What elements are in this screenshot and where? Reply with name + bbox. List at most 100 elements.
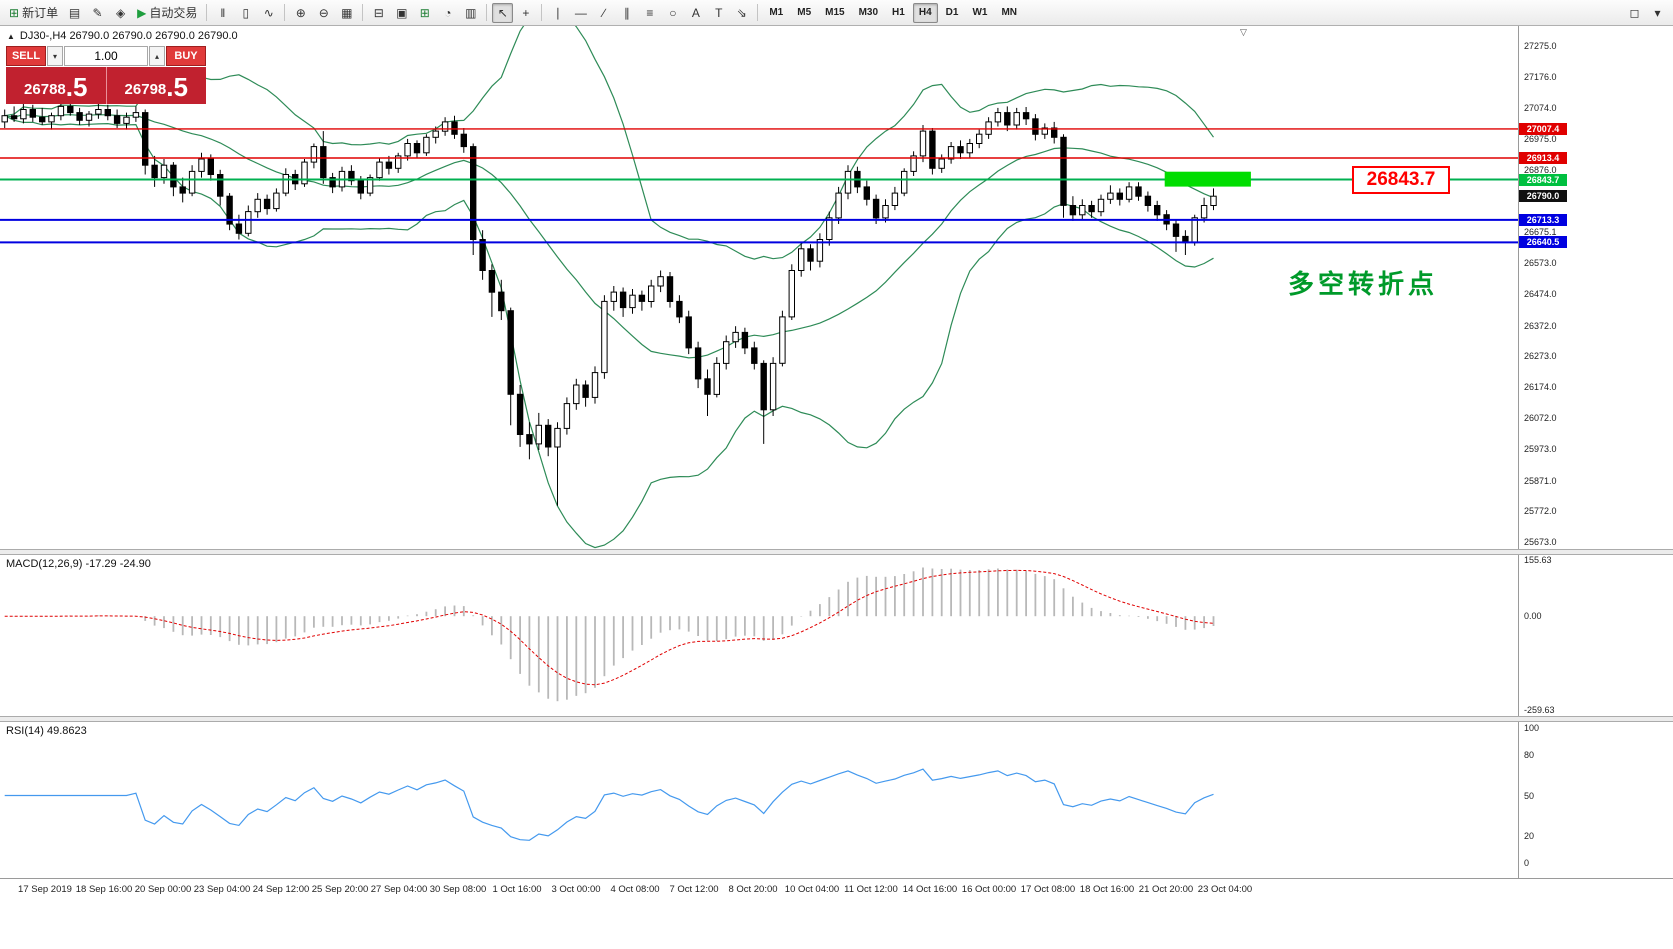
buy-price-frac: .5 bbox=[166, 72, 188, 102]
crosshair-button[interactable]: + bbox=[515, 3, 536, 23]
macd-tick-label: 155.63 bbox=[1524, 555, 1552, 565]
metaeditor-icon: ✎ bbox=[92, 5, 103, 20]
volume-increase-button[interactable]: ▴ bbox=[149, 46, 165, 66]
indicators-button[interactable]: ▦ bbox=[336, 3, 357, 23]
panel-divider[interactable] bbox=[0, 716, 1673, 722]
rsi-axis-border bbox=[1518, 722, 1519, 878]
time-axis-label: 30 Sep 08:00 bbox=[429, 884, 487, 895]
footer-spacer bbox=[0, 900, 1673, 949]
text-label-icon: T bbox=[715, 5, 723, 20]
cascade-windows-button[interactable]: ▣ bbox=[391, 3, 412, 23]
tf-h1-button[interactable]: H1 bbox=[892, 7, 905, 18]
volume-input[interactable] bbox=[64, 46, 148, 66]
rsi-tick-label: 50 bbox=[1524, 791, 1535, 801]
tf-m30-button[interactable]: M30 bbox=[858, 7, 879, 18]
price-badge: 26843.7 bbox=[1519, 174, 1567, 186]
fibonacci-button[interactable]: ≡ bbox=[639, 3, 660, 23]
tf-m1-button[interactable]: M1 bbox=[769, 7, 784, 18]
cursor-button[interactable]: ↖ bbox=[492, 2, 514, 23]
price-badge: 26713.3 bbox=[1519, 214, 1567, 226]
panel-toggle-icon: ▾ bbox=[1654, 5, 1661, 20]
chart-search-button[interactable]: ◻ bbox=[1624, 3, 1645, 23]
rsi-tick-label: 80 bbox=[1524, 750, 1535, 760]
macd-panel[interactable]: MACD(12,26,9) -17.29 -24.90 155.63 0.00 -2… bbox=[0, 555, 1673, 716]
profiles-icon: ◔ bbox=[444, 5, 452, 20]
time-axis[interactable]: 17 Sep 2019 18 Sep 16:00 20 Sep 00:00 23 Se… bbox=[0, 878, 1673, 900]
terminal-button[interactable]: ▤ bbox=[64, 3, 85, 23]
templates-button[interactable]: ▥ bbox=[460, 3, 481, 23]
chart-shift-marker-icon: ▽ bbox=[1240, 27, 1247, 37]
toolbar-separator bbox=[284, 4, 286, 21]
zoom-out-button[interactable]: ⊖ bbox=[313, 3, 334, 23]
volume-decrease-button[interactable]: ▾ bbox=[47, 46, 63, 66]
auto-trading-button[interactable]: ▶ 自动交易 bbox=[133, 3, 201, 23]
price-tick-label: 25772.0 bbox=[1524, 506, 1557, 516]
chart-line-button[interactable]: ∿ bbox=[258, 3, 279, 23]
shapes-icon: ○ bbox=[669, 5, 677, 20]
time-axis-label: 4 Oct 08:00 bbox=[610, 884, 660, 895]
sell-button[interactable]: SELL bbox=[6, 46, 46, 66]
price-chart-panel[interactable]: ▽ ▲ DJ30-,H4 26790.0 26790.0 26790.0 267… bbox=[0, 26, 1673, 549]
chart-annotation: 多空转折点 bbox=[1288, 269, 1439, 299]
tile-windows-icon: ⊟ bbox=[373, 5, 384, 20]
price-tick-label: 27275.0 bbox=[1524, 41, 1557, 51]
price-badge: 26640.5 bbox=[1519, 236, 1567, 248]
new-order-button[interactable]: ⊞ 新订单 bbox=[5, 3, 62, 23]
tf-m15-button[interactable]: M15 bbox=[825, 7, 845, 18]
sell-price-panel[interactable]: 26788 .5 bbox=[6, 67, 107, 104]
tile-windows-button[interactable]: ⊟ bbox=[368, 3, 389, 23]
time-axis-label: 24 Sep 12:00 bbox=[252, 884, 310, 895]
new-chart-button[interactable]: ⊞ bbox=[414, 3, 435, 23]
new-chart-icon: ⊞ bbox=[419, 5, 430, 20]
price-tick-label: 25673.0 bbox=[1524, 537, 1557, 547]
time-axis-label: 17 Oct 08:00 bbox=[1020, 884, 1076, 895]
tf-m5-button[interactable]: M5 bbox=[797, 7, 812, 18]
buy-price-panel[interactable]: 26798 .5 bbox=[106, 67, 206, 104]
terminal-icon: ▤ bbox=[68, 5, 81, 20]
panel-toggle-button[interactable]: ▾ bbox=[1647, 3, 1668, 23]
vertical-line-button[interactable]: ∣ bbox=[547, 3, 568, 23]
text-button[interactable]: A bbox=[685, 3, 706, 23]
metaeditor-button[interactable]: ✎ bbox=[87, 3, 108, 23]
macd-label: MACD(12,26,9) -17.29 -24.90 bbox=[6, 558, 151, 570]
trendline-button[interactable]: ∕ bbox=[593, 3, 614, 23]
chart-candles-button[interactable]: ▯ bbox=[235, 3, 256, 23]
chart-line-icon: ∿ bbox=[263, 5, 274, 20]
arrows-button[interactable]: ⇘ bbox=[731, 3, 752, 23]
text-label-button[interactable]: T bbox=[708, 3, 729, 23]
candlestick-chart bbox=[0, 26, 1518, 549]
buy-button[interactable]: BUY bbox=[166, 46, 206, 66]
price-tick-label: 25871.0 bbox=[1524, 476, 1557, 486]
auto-trading-icon: ▶ bbox=[137, 5, 147, 20]
tf-mn-button[interactable]: MN bbox=[1001, 7, 1017, 18]
time-axis-label: 7 Oct 12:00 bbox=[669, 884, 719, 895]
rsi-label: RSI(14) 49.8623 bbox=[6, 725, 87, 737]
auto-trading-label: 自动交易 bbox=[149, 6, 198, 20]
toolbar-separator bbox=[486, 4, 488, 21]
horizontal-line-icon: ― bbox=[574, 5, 587, 20]
price-tick-label: 26474.0 bbox=[1524, 289, 1557, 299]
rsi-panel[interactable]: RSI(14) 49.8623 100 80 50 20 0 bbox=[0, 722, 1673, 878]
horizontal-line-button[interactable]: ― bbox=[570, 3, 591, 23]
time-axis-label: 25 Sep 20:00 bbox=[311, 884, 369, 895]
indicators-icon: ▦ bbox=[341, 5, 353, 20]
price-callout[interactable]: 26843.7 bbox=[1352, 166, 1450, 194]
tf-h4-button[interactable]: H4 bbox=[912, 2, 938, 23]
price-tick-label: 26876.0 bbox=[1524, 165, 1557, 175]
tf-d1-button[interactable]: D1 bbox=[945, 7, 959, 18]
channel-button[interactable]: ∥ bbox=[616, 3, 637, 23]
profiles-button[interactable]: ◔ bbox=[437, 3, 458, 23]
price-tick-label: 26573.0 bbox=[1524, 258, 1557, 268]
time-axis-label: 17 Sep 2019 bbox=[18, 884, 72, 895]
toolbar-separator bbox=[362, 4, 364, 21]
zoom-in-button[interactable]: ⊕ bbox=[290, 3, 311, 23]
tf-w1-button[interactable]: W1 bbox=[972, 7, 988, 18]
crosshair-icon: + bbox=[522, 5, 530, 20]
price-tick-label: 26675.1 bbox=[1524, 227, 1557, 237]
shapes-button[interactable]: ○ bbox=[662, 3, 683, 23]
panel-divider[interactable] bbox=[0, 549, 1673, 555]
chart-bars-button[interactable]: ‖ bbox=[212, 3, 233, 23]
price-badge: 26913.4 bbox=[1519, 152, 1567, 164]
macd-chart bbox=[4, 567, 1215, 702]
navigator-button[interactable]: ◈ bbox=[110, 3, 131, 23]
